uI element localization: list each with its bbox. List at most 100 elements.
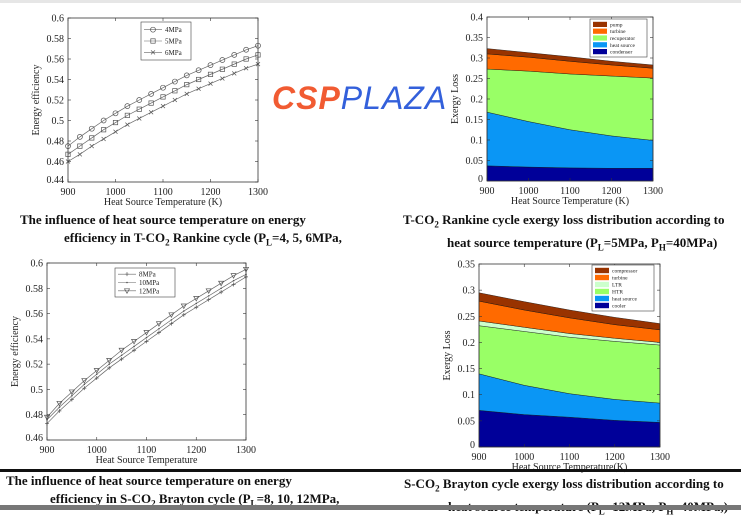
y-tick-label: 0.35 <box>458 260 476 271</box>
marker-square <box>89 135 95 141</box>
marker-square <box>196 76 202 83</box>
marker-x <box>208 81 213 86</box>
marker-circle <box>195 67 202 74</box>
x-axis-label: Heat Source Temperature <box>96 455 198 466</box>
y-tick-label: 0.25 <box>458 312 476 323</box>
marker-square <box>148 100 154 106</box>
y-tick-label: 0.1 <box>471 136 484 147</box>
x-tick-label: 1100 <box>560 452 580 463</box>
legend-swatch <box>595 288 609 295</box>
y-tick-label: 0 <box>478 174 483 185</box>
legend-label: HTR <box>612 290 623 296</box>
marker-plus <box>94 376 99 381</box>
y-tick-label: 0.05 <box>466 156 484 167</box>
x-tick-label: 1200 <box>186 445 206 456</box>
marker-circle <box>136 97 143 103</box>
marker-plus <box>119 357 124 362</box>
x-tick-label: 900 <box>472 452 487 463</box>
marker-square <box>243 56 249 62</box>
bottom-border <box>0 505 741 510</box>
marker-plus <box>219 290 224 295</box>
marker-x <box>113 129 118 135</box>
x-tick-label: 900 <box>480 186 495 197</box>
y-tick-label: 0.6 <box>31 259 44 270</box>
chart-3: 900 1000 1100 1200 1300 0.46 0.48 0.5 0.52 0.54 0.… <box>10 259 256 467</box>
marker-dot <box>195 302 198 305</box>
x-tick-label: 1100 <box>137 445 157 456</box>
caption-text: Brayton cycle (P <box>155 491 251 506</box>
y-tick-label: 0.05 <box>458 416 476 427</box>
legend-label: 4MPa <box>165 26 183 34</box>
legend-swatch <box>593 28 607 34</box>
marker-plus <box>156 330 161 335</box>
legend-label: condenser <box>610 50 632 56</box>
caption-line: The influence of heat source temperature… <box>20 211 342 229</box>
caption-text: heat source temperature (P <box>447 234 598 250</box>
line-4MPa <box>67 45 259 147</box>
marker-triangle <box>118 347 125 354</box>
marker-dot <box>145 336 148 339</box>
marker-plus <box>181 312 186 317</box>
x-tick-label: 1000 <box>514 452 534 463</box>
caption-text: =8, 10, 12MPa, <box>256 491 340 506</box>
marker-square <box>101 127 107 133</box>
caption-subscript: L <box>250 498 257 509</box>
y-tick-label: 0.52 <box>47 96 65 107</box>
caption-text: =5MPa, P <box>603 234 659 250</box>
y-tick-label: 0.3 <box>463 286 476 297</box>
watermark-logo: CSPPLAZA <box>272 80 447 117</box>
legend-swatch <box>595 281 609 288</box>
marker-circle <box>100 117 107 124</box>
x-tick-label: 1100 <box>153 187 173 198</box>
y-tick-label: 0.46 <box>47 157 65 168</box>
caption-text: Brayton cycle exergy loss distribution a… <box>439 476 724 491</box>
x-tick-label: 1100 <box>560 186 580 197</box>
y-tick-label: 0.52 <box>26 360 44 371</box>
y-tick-label: 0.1 <box>463 390 476 401</box>
marker-dot <box>108 363 110 365</box>
legend-label: pump <box>610 22 623 28</box>
x-axis-label: Heat Source Temperature (K) <box>104 197 222 208</box>
watermark-part1: CSP <box>272 80 341 116</box>
marker-square <box>160 94 166 100</box>
divider <box>0 469 741 472</box>
y-tick-label: 0.15 <box>466 115 484 126</box>
x-tick-label: 1200 <box>201 187 221 198</box>
marker-circle <box>150 26 156 33</box>
marker-circle <box>77 134 83 140</box>
marker-x <box>196 86 201 91</box>
marker-dot <box>71 394 73 397</box>
x-tick-label: 1300 <box>643 186 663 197</box>
marker-circle <box>183 72 190 79</box>
y-tick-label: 0.58 <box>26 284 44 295</box>
legend-label: 6MPa <box>165 49 183 57</box>
caption-line: S-CO2 Brayton cycle exergy loss distribu… <box>404 475 728 498</box>
marker-square <box>124 112 130 118</box>
caption-text: efficiency in S-CO <box>50 491 152 506</box>
marker-triangle <box>130 339 138 345</box>
y-tick-label: 0.56 <box>26 309 44 320</box>
x-tick-label: 1200 <box>605 452 625 463</box>
marker-circle <box>207 62 214 69</box>
marker-square <box>231 61 237 67</box>
marker-x <box>220 76 225 81</box>
legend-swatch <box>595 267 609 274</box>
legend-swatch <box>595 295 609 302</box>
marker-dot <box>232 279 235 282</box>
y-tick-label: 0.54 <box>26 334 44 345</box>
marker-x <box>150 50 156 55</box>
y-tick-label: 0.5 <box>31 385 44 396</box>
marker-square <box>77 143 83 149</box>
caption-1: The influence of heat source temperature… <box>20 211 342 252</box>
x-tick-label: 1000 <box>87 445 107 456</box>
y-tick-label: 0.2 <box>471 95 484 106</box>
legend-label: recuperator <box>610 36 635 42</box>
marker-circle <box>219 57 226 63</box>
y-tick-label: 0.15 <box>458 364 476 375</box>
caption-line: T-CO2 Rankine cycle exergy loss distribu… <box>403 211 724 234</box>
caption-line: efficiency in S-CO2 Brayton cycle (PL=8,… <box>6 490 339 513</box>
y-axis-label: Exergy Loss <box>442 330 453 380</box>
marker-triangle <box>218 280 225 287</box>
y-tick-label: 0.46 <box>26 433 44 444</box>
